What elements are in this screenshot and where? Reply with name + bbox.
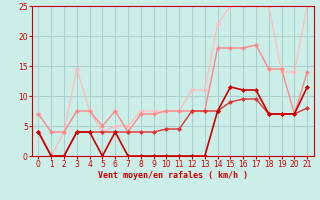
X-axis label: Vent moyen/en rafales ( km/h ): Vent moyen/en rafales ( km/h ) — [98, 171, 248, 180]
